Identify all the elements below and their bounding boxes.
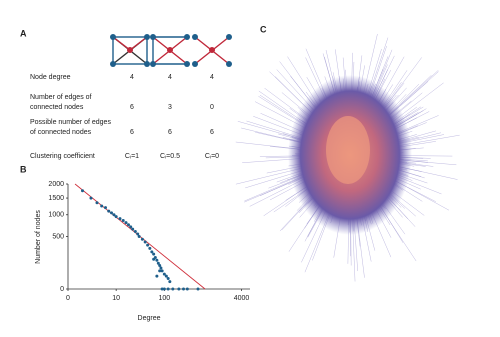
data-point [159,266,163,270]
data-point [177,287,181,291]
data-point [112,213,116,217]
row-label: Clustering coefficient [30,153,95,160]
data-point [143,240,147,244]
cell-value: 3 [168,104,172,111]
data-point [160,287,164,291]
data-point [166,277,170,280]
data-point [162,272,166,276]
data-point [136,232,140,236]
data-point [168,280,172,284]
data-point [185,287,189,291]
icon-none [192,34,232,67]
data-point [160,269,164,273]
cell-value: Cᵢ=0 [205,153,219,160]
network [235,33,460,282]
y-tick-label: 500 [52,233,64,240]
data-point [152,257,156,261]
data-point [140,237,144,241]
x-tick-label: 4000 [234,295,250,302]
data-point [121,219,125,223]
data-point [137,235,141,238]
data-point [196,287,200,291]
data-point [103,206,107,210]
data-point [164,274,168,278]
data-point [155,274,159,278]
data-point [110,211,114,215]
cell-value: Cᵢ=0.5 [160,153,180,160]
data-point [166,287,170,291]
cell-value: 4 [210,74,214,81]
cell-value: 6 [130,104,134,111]
panel-label: A [20,28,27,38]
data-point [148,246,152,250]
x-tick-label: 10 [112,295,120,302]
row-label: connected nodes [30,104,84,111]
cell-value: 6 [130,129,134,136]
y-tick-label: 2000 [48,181,64,188]
data-point [133,229,137,233]
data-point [150,250,154,254]
data-point [162,287,166,291]
x-tick-label: 100 [158,295,170,302]
panel-label: B [20,164,27,174]
data-point [146,243,150,247]
y-tick-label: 1000 [48,212,64,219]
y-tick-label: 1500 [48,195,64,202]
cell-value: 4 [168,74,172,81]
data-point [100,204,104,208]
icon-full [110,34,150,67]
cell-value: 4 [130,74,134,81]
cell-value: 0 [210,104,214,111]
data-point [126,223,130,227]
data-point [95,201,99,205]
data-point [107,209,111,213]
data-point [81,189,85,193]
row-label: Number of edges of [30,94,92,101]
cell-value: 6 [168,129,172,136]
data-point [114,215,118,219]
data-point [158,264,162,268]
icon-half [150,34,190,67]
y-tick-label: 0 [60,286,64,293]
data-point [155,258,159,262]
data-point [131,227,135,231]
x-axis-label: Degree [138,315,161,322]
network-core-inner [326,116,370,184]
cell-value: 6 [210,129,214,136]
data-point [124,221,128,225]
cell-value: Cᵢ=1 [125,153,139,160]
row-label: of connected nodes [30,129,92,136]
data-point [152,252,156,256]
row-label: Possible number of edges [30,119,111,126]
graph-icons [110,34,232,67]
data-point [156,261,160,265]
data-point [158,269,162,273]
data-point [171,287,175,291]
x-tick-label: 0 [66,295,70,302]
data-point [89,196,93,200]
row-label: Node degree [30,74,71,81]
panel-label: C [260,24,267,34]
y-axis-label: Number of nodes [35,210,42,264]
data-point [118,217,122,221]
data-point [129,225,133,229]
data-point [182,287,186,291]
